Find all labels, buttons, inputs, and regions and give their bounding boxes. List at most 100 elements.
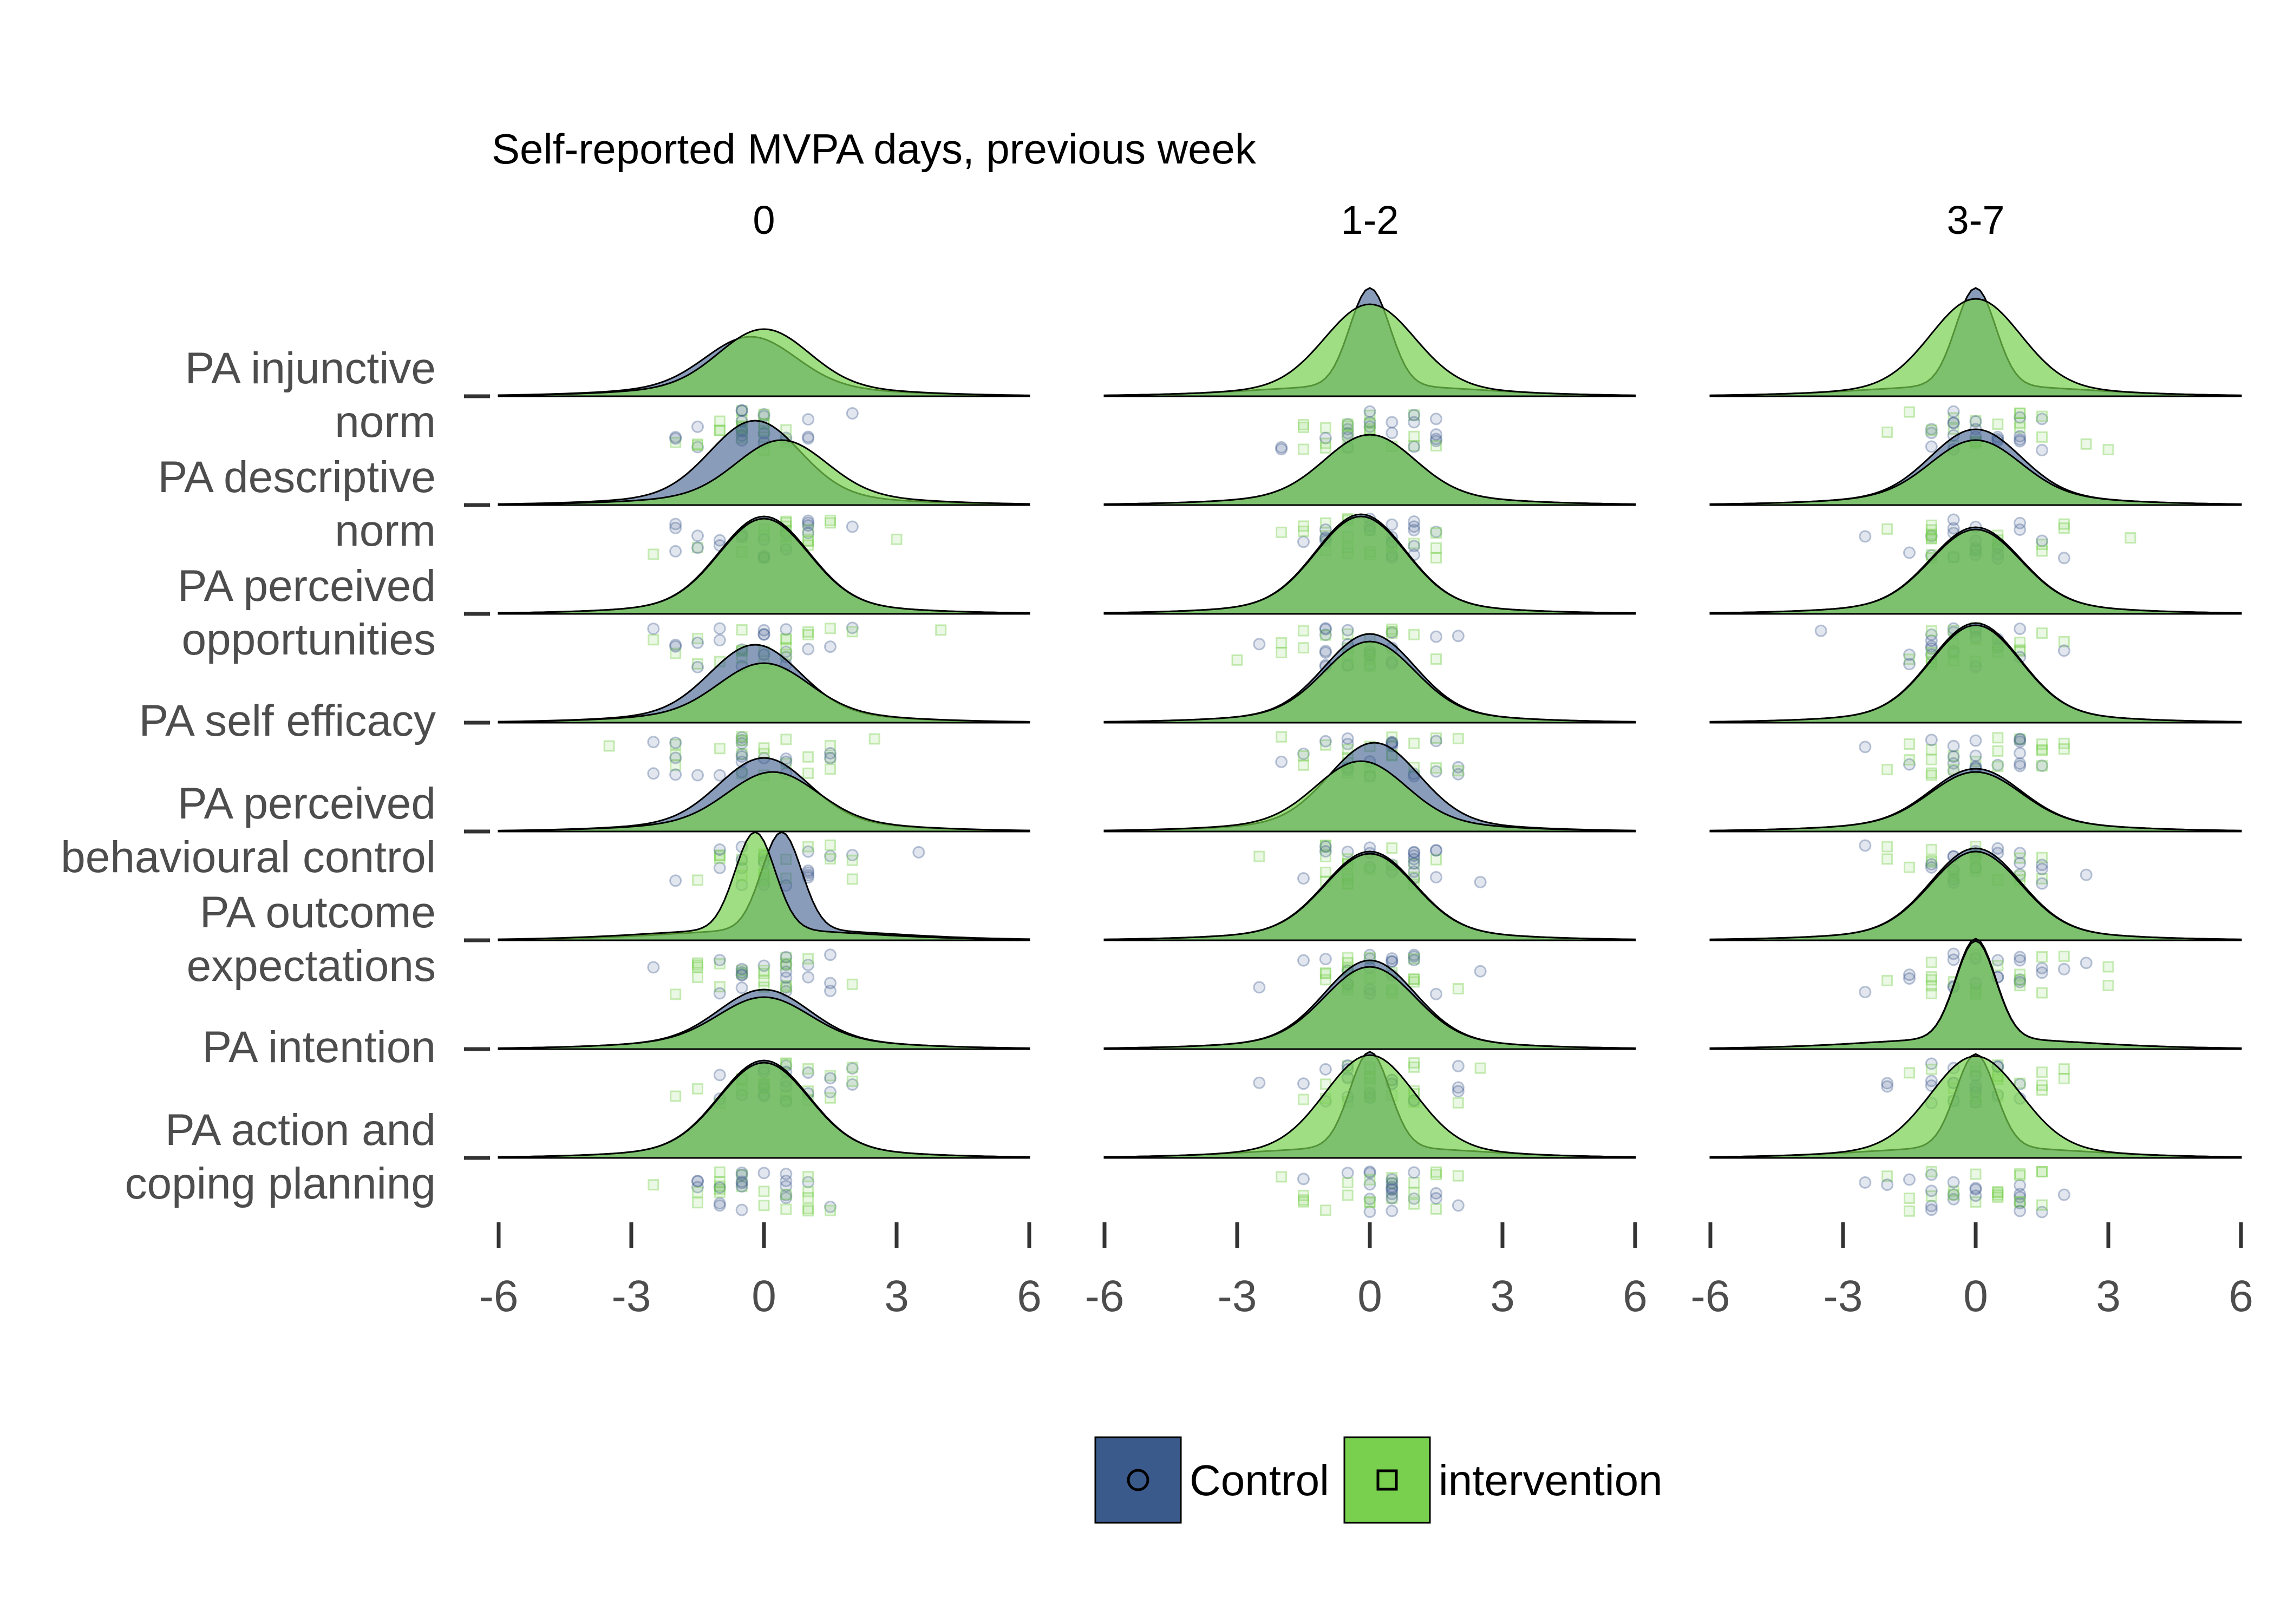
row-label-line: PA perceived	[178, 779, 436, 828]
control-point	[780, 1189, 793, 1202]
legend-item-intervention: intervention	[1343, 1436, 1663, 1524]
intervention-point	[2058, 636, 2070, 647]
control-point	[735, 404, 748, 417]
control-point	[647, 767, 660, 780]
intervention-point	[2014, 417, 2026, 429]
control-point	[1925, 529, 1938, 542]
control-point	[2014, 623, 2027, 636]
control-point	[735, 731, 748, 744]
control-point	[1319, 1063, 1332, 1076]
control-point	[802, 516, 815, 529]
intervention-point	[825, 739, 836, 751]
control-point	[780, 1168, 793, 1181]
x-tick-label: 6	[1017, 1272, 1042, 1321]
intervention-point	[714, 1176, 726, 1188]
intervention-density	[498, 996, 1030, 1050]
intervention-point	[846, 1075, 858, 1087]
intervention-point	[1430, 762, 1442, 774]
row-label-4: PA perceived behavioural control	[61, 779, 490, 882]
control-point	[1947, 947, 1960, 960]
intervention-point	[758, 748, 770, 759]
intervention-point	[2036, 1165, 2048, 1177]
control-point	[2014, 1204, 2027, 1217]
intervention-point	[1904, 653, 1915, 665]
control-point	[802, 1066, 815, 1079]
x-tick-label: 6	[1623, 1272, 1648, 1321]
intervention-point	[802, 535, 814, 547]
intervention-point	[825, 1204, 836, 1216]
control-point	[2014, 523, 2027, 536]
control-point	[802, 971, 815, 984]
intervention-point	[825, 853, 836, 865]
control-point	[846, 1078, 859, 1091]
intervention-point	[1386, 1177, 1398, 1189]
control-point	[1408, 950, 1421, 963]
x-tick-label: -6	[1691, 1272, 1730, 1321]
intervention-density	[1103, 966, 1636, 1050]
intervention-point	[1386, 623, 1398, 635]
intervention-point	[670, 759, 682, 771]
intervention-density	[1709, 1055, 2242, 1159]
intervention-point	[1970, 415, 1982, 427]
control-point	[735, 966, 748, 979]
control-point	[647, 623, 660, 636]
control-point	[669, 736, 682, 749]
intervention-density	[498, 771, 1030, 833]
control-point	[1969, 749, 1982, 762]
legend-circle-icon	[1127, 1469, 1149, 1491]
control-point	[669, 640, 682, 653]
control-point	[912, 846, 925, 859]
ridge-5-0	[498, 831, 1030, 1000]
intervention-point	[802, 628, 814, 640]
control-point	[1969, 734, 1982, 747]
intervention-point	[736, 748, 748, 760]
control-point	[669, 768, 682, 781]
intervention-point	[1298, 525, 1309, 537]
intervention-point	[1386, 627, 1398, 639]
intervention-density	[498, 831, 1030, 941]
control-point	[713, 534, 726, 547]
control-point	[2014, 433, 2027, 446]
intervention-point	[2014, 968, 2026, 980]
intervention-point	[802, 1171, 814, 1183]
intervention-point	[1992, 745, 2004, 757]
control-point	[713, 1069, 726, 1082]
control-point	[1341, 732, 1354, 745]
control-point	[824, 985, 837, 998]
intervention-point	[758, 975, 770, 987]
row-label-line: norm	[335, 506, 436, 555]
control-point	[691, 769, 704, 782]
control-point	[1925, 1057, 1938, 1070]
control-point	[1408, 846, 1421, 859]
control-point	[1430, 871, 1442, 884]
control-point	[1253, 638, 1266, 651]
x-tick-label: -3	[1218, 1272, 1257, 1321]
intervention-point	[1925, 754, 1937, 765]
intervention-point	[692, 658, 703, 670]
control-point	[1253, 981, 1266, 994]
control-point	[2014, 732, 2027, 745]
control-point	[1903, 972, 1916, 985]
intervention-point	[1386, 731, 1398, 743]
intervention-point	[1342, 418, 1354, 430]
control-point	[1430, 735, 1442, 748]
control-point	[2057, 1188, 2070, 1201]
legend-item-control: Control	[1094, 1436, 1329, 1524]
control-point	[669, 545, 682, 558]
control-point	[1408, 954, 1421, 967]
intervention-point	[758, 1186, 770, 1197]
control-point	[1386, 626, 1399, 639]
control-point	[1969, 1189, 1982, 1202]
control-point	[1430, 765, 1442, 778]
intervention-point	[2036, 760, 2048, 772]
intervention-point	[1452, 983, 1464, 995]
intervention-point	[780, 981, 792, 993]
row-label-line: expectations	[187, 941, 436, 991]
intervention-point	[1430, 552, 1442, 564]
intervention-point	[2036, 627, 2048, 639]
intervention-point	[1319, 1078, 1331, 1090]
control-point	[735, 737, 748, 750]
control-point	[1386, 427, 1399, 440]
intervention-point	[1319, 517, 1331, 529]
